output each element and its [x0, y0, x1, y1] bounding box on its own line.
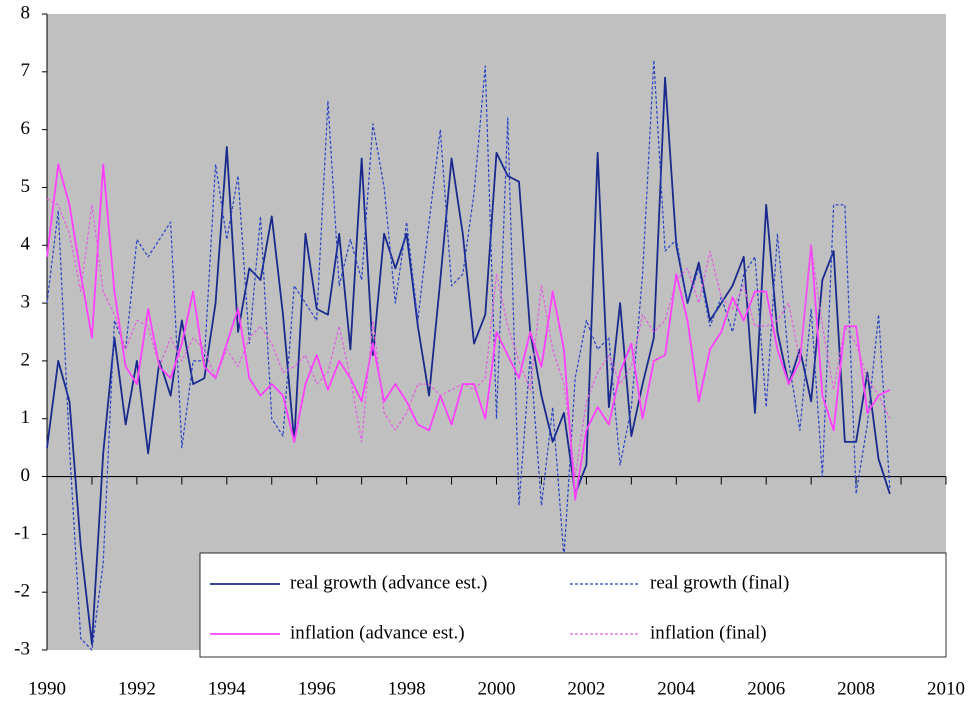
y-tick-label: 4: [21, 234, 31, 255]
y-tick-label: -1: [14, 523, 30, 544]
x-tick-label: 2004: [657, 678, 696, 699]
y-tick-label: 5: [21, 176, 31, 197]
x-tick-label: 1990: [28, 678, 66, 699]
x-tick-label: 2010: [927, 678, 965, 699]
y-tick-label: -3: [14, 638, 30, 659]
y-tick-label: 6: [21, 118, 31, 139]
x-tick-label: 2008: [837, 678, 875, 699]
x-tick-label: 1998: [388, 678, 426, 699]
x-tick-label: 1994: [208, 678, 247, 699]
x-tick-label: 2002: [567, 678, 605, 699]
x-tick-label: 2006: [747, 678, 785, 699]
legend-label: inflation (final): [650, 622, 767, 643]
y-tick-label: 0: [21, 465, 31, 486]
legend-label: real growth (final): [650, 572, 789, 593]
x-tick-label: 1992: [118, 678, 156, 699]
y-tick-label: 3: [21, 291, 31, 312]
series-line: [46, 76, 891, 646]
x-tick-label: 2000: [478, 678, 516, 699]
y-tick-label: 7: [21, 60, 31, 81]
legend-label: real growth (advance est.): [290, 572, 487, 593]
y-tick-label: -2: [14, 581, 30, 602]
legend-box: [199, 552, 947, 658]
y-tick-label: 1: [21, 407, 31, 428]
series-line: [46, 198, 891, 478]
y-tick-label: 8: [21, 2, 31, 23]
series-line: [46, 59, 891, 651]
x-tick-label: 1996: [298, 678, 336, 699]
y-tick-label: 2: [21, 349, 31, 370]
legend-label: inflation (advance est.): [290, 622, 465, 643]
